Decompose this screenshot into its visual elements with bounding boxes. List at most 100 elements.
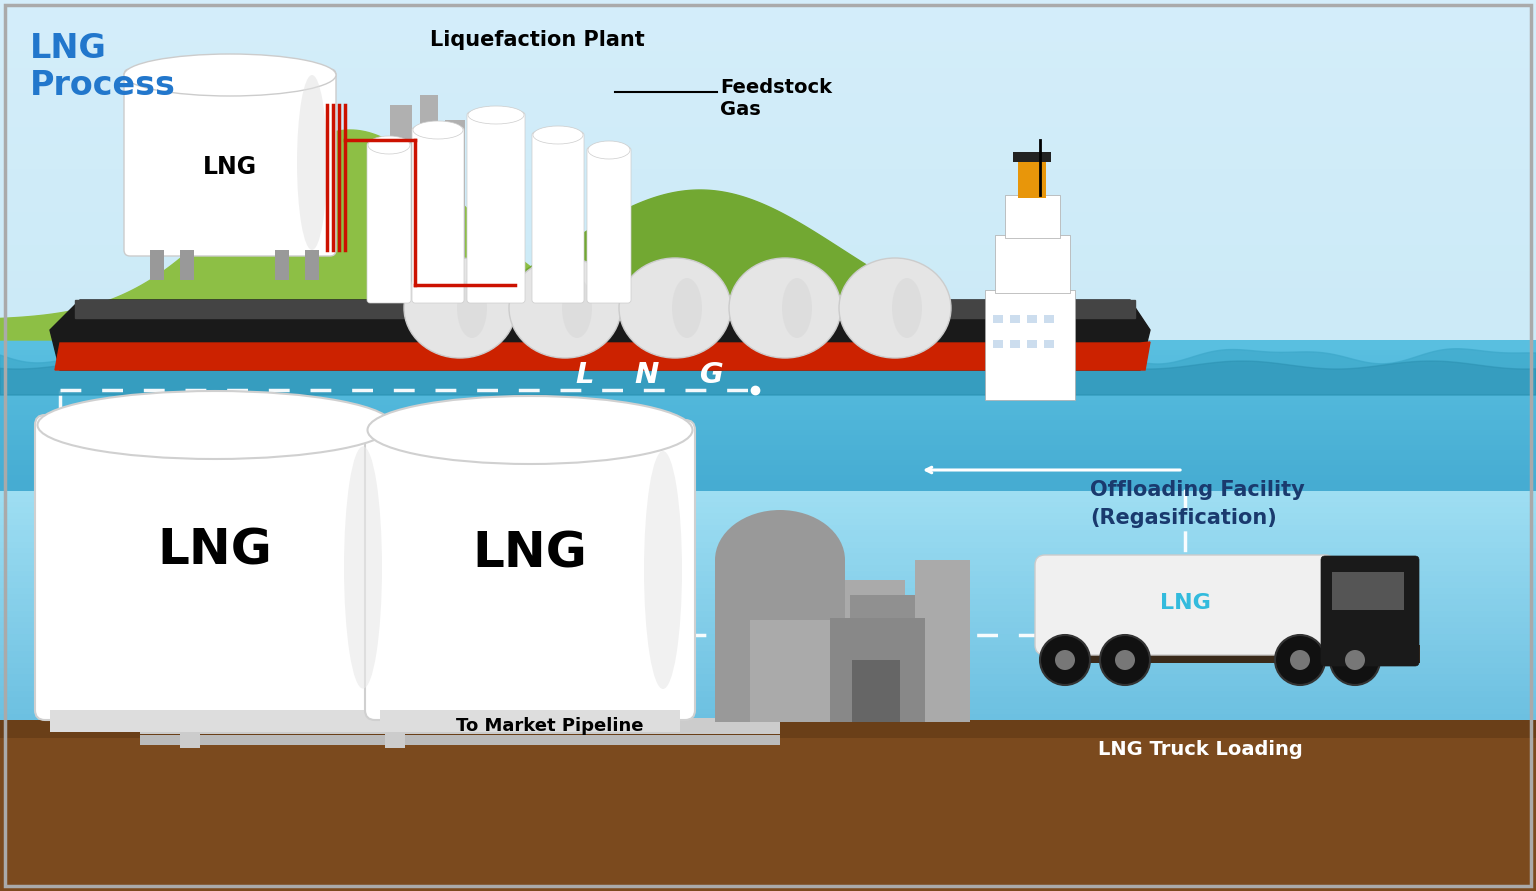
Bar [0,347,1536,356]
Bar [0,423,1536,433]
Bar [1044,340,1054,348]
Bar [0,203,1536,213]
Ellipse shape [839,258,951,358]
Text: To Market Pipeline: To Market Pipeline [456,717,644,735]
Ellipse shape [1290,650,1310,670]
Bar [0,507,1536,515]
Bar [0,313,1536,323]
Bar [0,593,1536,601]
Bar [992,340,1003,348]
Bar [0,254,1536,264]
FancyBboxPatch shape [1035,555,1335,655]
Bar [0,685,1536,693]
Ellipse shape [37,391,393,459]
Bar [0,697,1536,705]
Bar [0,485,1536,491]
Bar [0,470,1536,476]
Bar [0,410,1536,416]
Bar [140,718,780,734]
Ellipse shape [588,141,630,159]
Bar [0,262,1536,272]
Ellipse shape [1115,650,1135,670]
Bar [0,395,1536,401]
Bar [750,620,840,722]
Text: Liquefaction Plant: Liquefaction Plant [430,30,645,50]
Ellipse shape [892,278,922,338]
Text: LNG: LNG [158,527,272,575]
Bar [0,502,1536,510]
Bar [0,110,1536,119]
Bar [0,85,1536,94]
Bar [0,645,1536,653]
Bar [0,663,1536,670]
Bar [0,355,1536,361]
Bar [151,250,164,280]
Bar [1011,315,1020,323]
Ellipse shape [508,258,621,358]
Ellipse shape [562,278,591,338]
Bar [0,457,1536,467]
Bar [1005,195,1060,238]
FancyBboxPatch shape [531,132,584,303]
FancyBboxPatch shape [467,112,525,303]
Bar [0,350,1536,356]
Bar [0,490,1536,498]
Bar [0,720,1536,738]
Bar [0,397,1536,407]
Bar [1028,315,1037,323]
Ellipse shape [344,446,382,689]
Bar [0,542,1536,550]
Bar [0,271,1536,281]
Ellipse shape [1040,635,1091,685]
Bar [0,651,1536,658]
Bar [992,315,1003,323]
Bar [0,703,1536,710]
Bar [180,718,200,748]
Bar [0,380,1536,386]
Bar [0,375,1536,381]
Bar [379,710,680,732]
Bar [985,290,1075,400]
Bar [714,560,845,722]
Bar [0,431,1536,441]
Ellipse shape [714,510,845,610]
Bar [1332,572,1404,610]
Polygon shape [51,300,1150,370]
Bar [1011,340,1020,348]
Bar [0,536,1536,544]
Bar [0,668,1536,676]
Ellipse shape [1055,650,1075,670]
Ellipse shape [124,54,336,96]
Bar [0,680,1536,688]
Bar [0,25,1536,35]
Bar [0,42,1536,52]
Bar [0,169,1536,179]
Bar [0,380,1536,390]
Bar [0,405,1536,411]
Bar [0,245,1536,255]
Bar [0,93,1536,102]
FancyBboxPatch shape [1321,556,1419,666]
Ellipse shape [730,258,842,358]
Bar [0,691,1536,699]
Bar [419,95,438,300]
Bar [386,718,406,748]
Ellipse shape [404,258,516,358]
Bar [0,455,1536,461]
Bar [829,618,925,722]
Bar [0,570,1536,578]
Bar [0,220,1536,230]
Ellipse shape [1330,635,1379,685]
Bar [0,448,1536,458]
Ellipse shape [533,126,584,144]
Ellipse shape [673,278,702,338]
Bar [1044,315,1054,323]
Bar [0,465,1536,471]
Bar [0,296,1536,306]
Bar [0,372,1536,382]
Bar [0,582,1536,590]
Bar [0,605,1536,613]
Bar [0,565,1536,573]
Bar [1014,152,1051,162]
Bar [0,445,1536,451]
